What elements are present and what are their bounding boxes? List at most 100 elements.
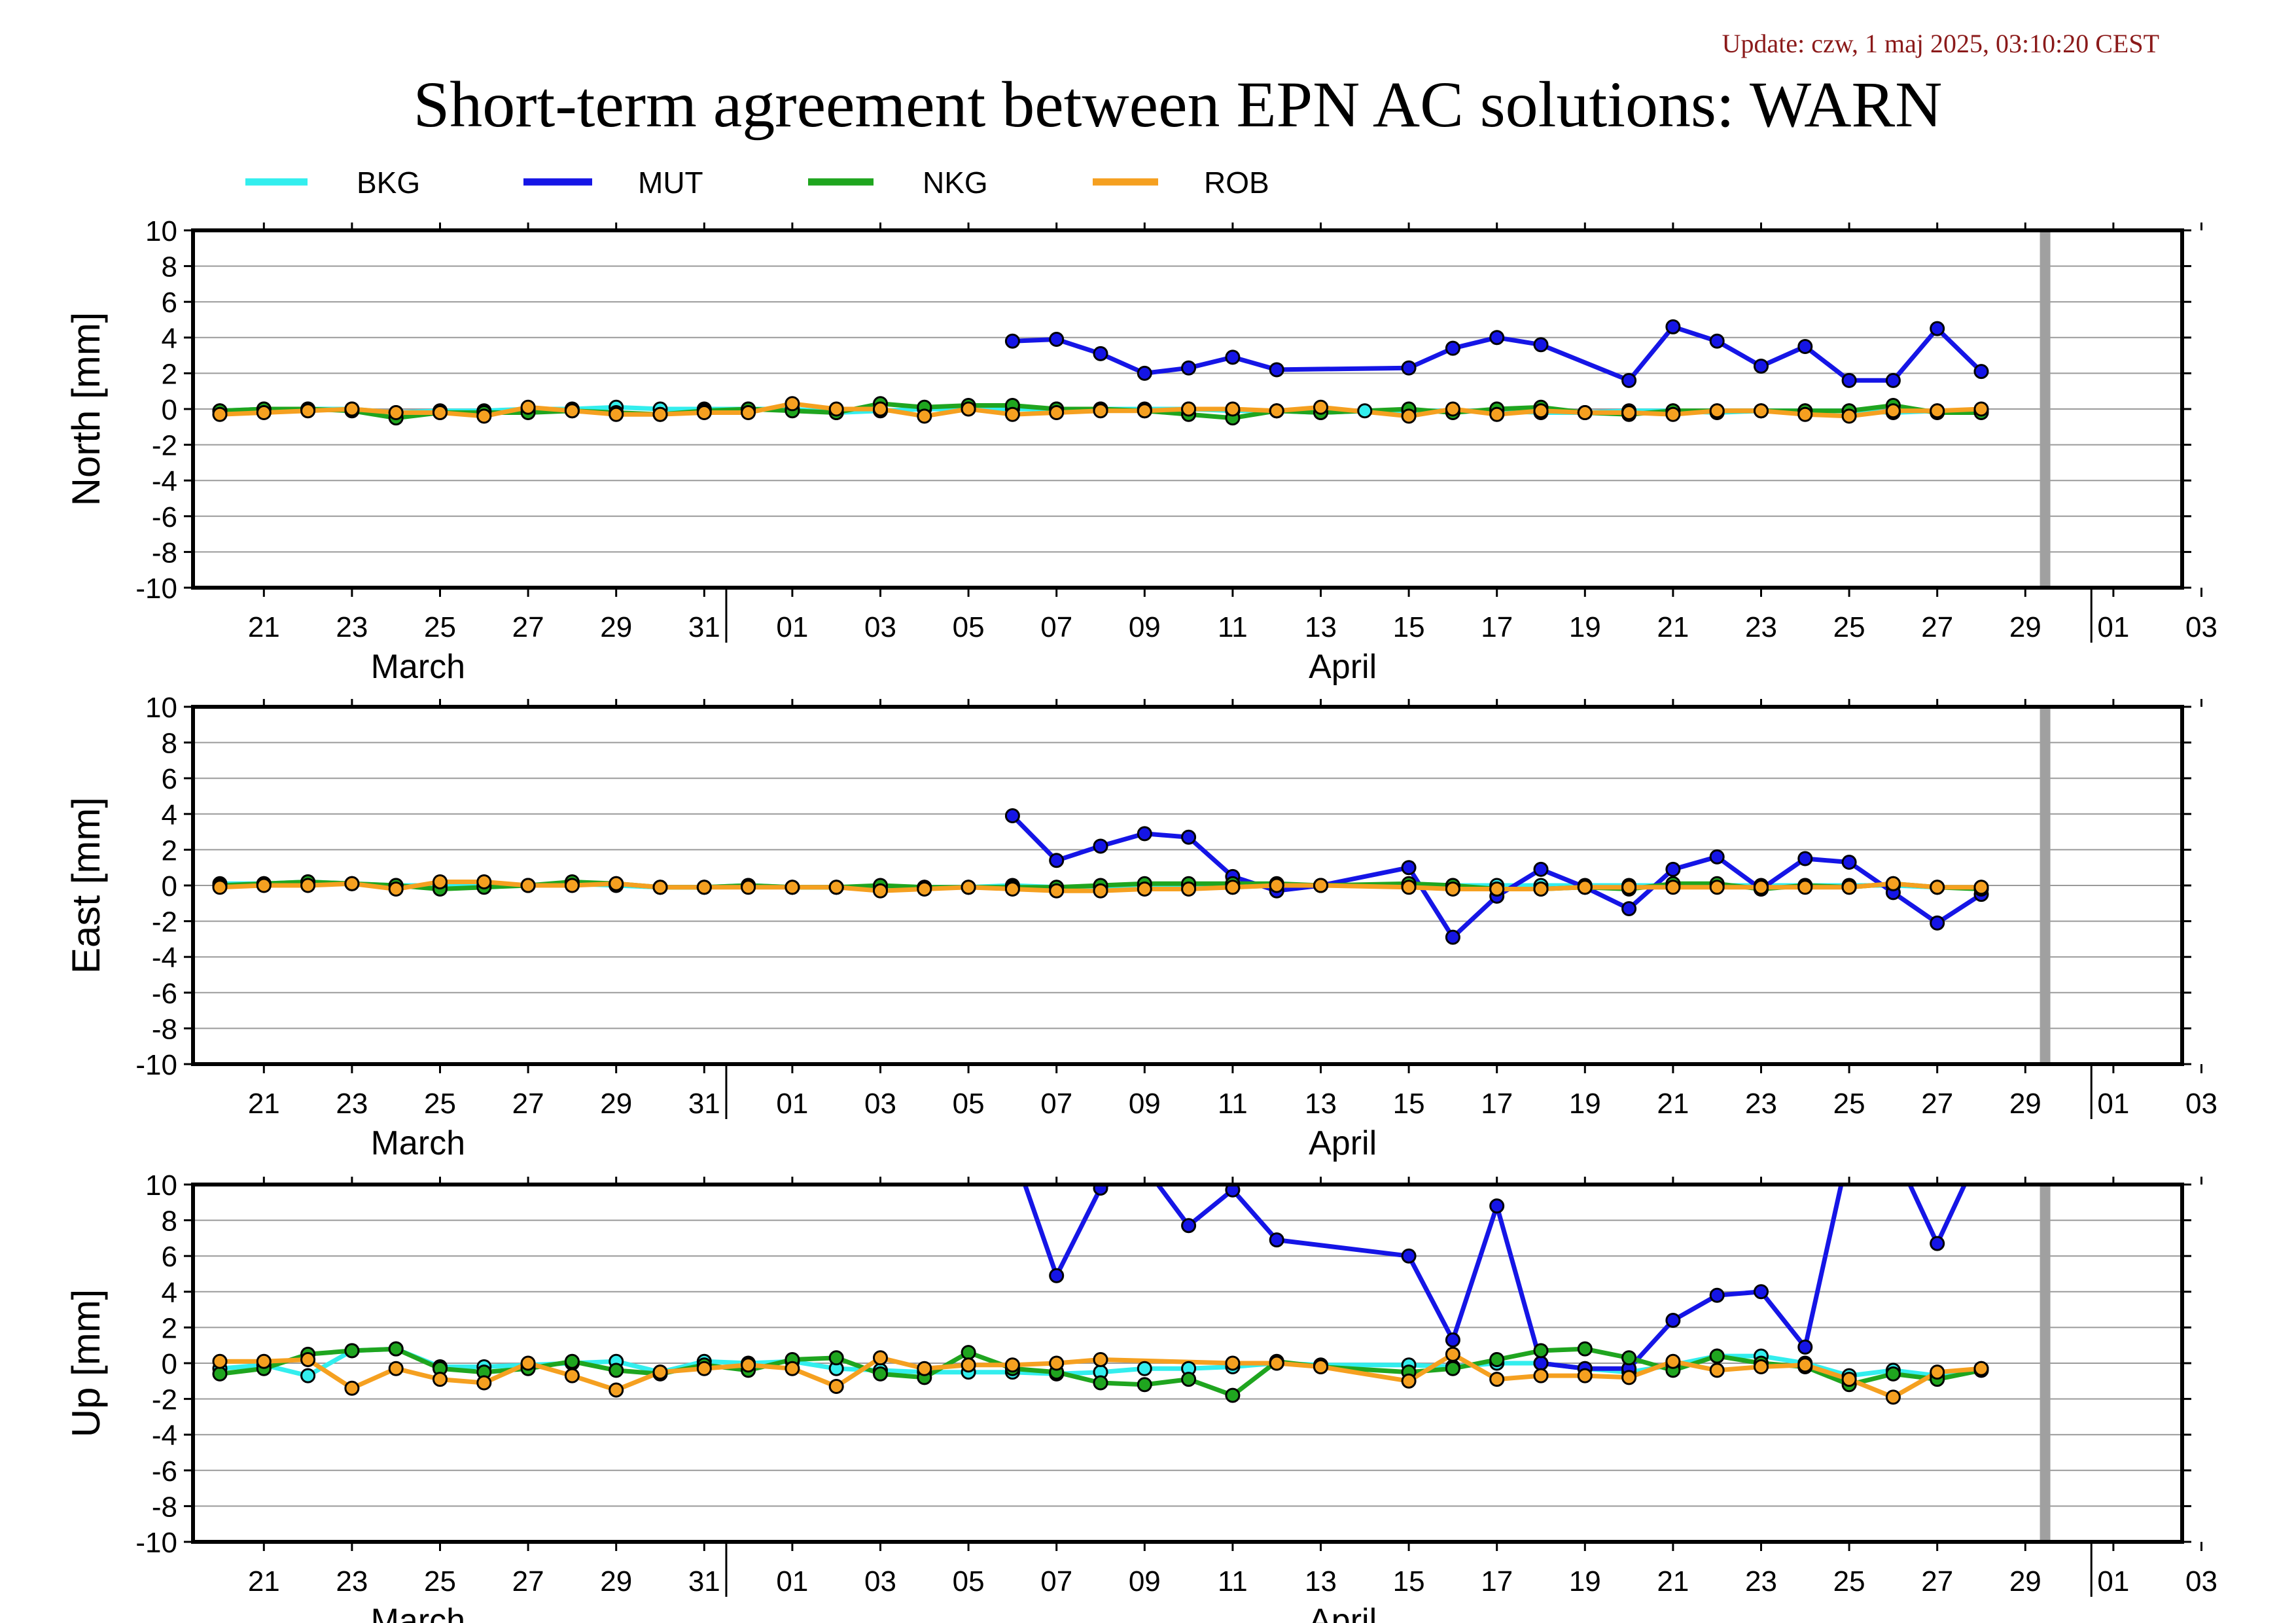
y-tick-label: 4 [162,799,177,831]
x-tick-label: 25 [1833,1565,1865,1597]
plot-frame [191,1183,2184,1544]
data-point-rob [1754,1359,1769,1374]
data-point-rob [1930,880,1945,895]
x-tick-label: 05 [953,611,985,643]
data-point-rob [961,880,976,895]
y-tick-label: 10 [145,215,177,247]
x-tick-label: 15 [1393,611,1425,643]
x-tick-label: 01 [2097,1088,2129,1120]
data-point-mut [1181,360,1197,376]
y-axis-label: East [mm] [64,797,108,974]
y-tick-label: 8 [162,728,177,760]
x-tick-label: 17 [1481,611,1513,643]
data-point-mut [1401,360,1417,376]
data-point-mut [1709,1287,1725,1303]
data-point-mut [1137,365,1152,381]
x-tick-label: 27 [1921,611,1953,643]
x-tick-label: 31 [688,1088,720,1120]
data-point-rob [344,1380,360,1396]
data-point-rob [433,404,448,420]
x-tick-label: 15 [1393,1565,1425,1597]
legend-label-rob: ROB [1204,166,1269,200]
data-point-rob [1004,881,1020,897]
data-point-rob [344,876,360,891]
y-tick-label: 2 [162,1312,177,1344]
y-tick-label: 10 [145,1169,177,1202]
data-point-rob [256,878,272,893]
y-tick-label: -8 [152,1013,177,1045]
data-point-rob [212,1353,228,1369]
data-point-mut [1004,808,1020,824]
data-point-rob [1665,406,1681,422]
data-point-mut [1269,362,1284,378]
data-point-nkg [1093,1375,1108,1391]
data-point-rob [1049,883,1065,899]
data-point-mut [1930,1236,1945,1251]
x-tick-label: 25 [1833,1088,1865,1120]
y-axis-label: North [mm] [64,312,108,507]
plot-area [212,1185,1989,1405]
plot-frame [191,705,2184,1066]
data-point-rob [1313,399,1328,415]
x-tick-label: 11 [1218,1565,1248,1597]
data-point-rob [344,401,360,417]
x-tick-label: 03 [2185,611,2217,643]
data-point-rob [1973,1361,1989,1376]
y-tick-label: 6 [162,763,177,795]
data-point-rob [1093,1352,1108,1368]
data-point-rob [1313,1359,1328,1374]
x-tick-label: 11 [1218,1088,1248,1120]
y-tick-label: 6 [162,1241,177,1273]
x-tick-label: 29 [600,1088,632,1120]
data-point-rob [1049,404,1065,420]
data-point-rob [476,408,492,424]
x-tick-label: 23 [1745,1565,1777,1597]
data-point-rob [1137,881,1152,897]
data-point-mut [1930,915,1945,931]
data-point-rob [1797,406,1813,422]
plot-area [212,808,1989,945]
data-point-mut [1797,338,1813,354]
data-point-rob [741,880,756,895]
data-point-rob [1930,403,1945,419]
data-point-rob [696,880,712,895]
data-point-nkg [1533,1343,1549,1359]
x-tick-label: 29 [600,1565,632,1597]
data-point-rob [828,1378,844,1394]
data-point-rob [520,878,536,893]
data-point-rob [1313,878,1328,893]
y-tick-label: -4 [152,1419,177,1452]
x-tick-label: 09 [1129,611,1161,643]
x-tick-label: 25 [1833,611,1865,643]
data-point-rob [1973,401,1989,417]
month-label: March [371,1602,465,1623]
x-tick-label: 09 [1129,1088,1161,1120]
panel-east: 10 86 42 0 -2 -4 -6-8 -10 21 23 25 27 29 31 01 03 05 07 09… [64,692,2217,1162]
data-point-rob [1665,1353,1681,1369]
panel-north: 10 8 6 42 0 -2-4 -6 -8 -10 21 23 25 27 29 31 01 03 05 07 09… [64,215,2217,686]
data-point-rob [652,880,668,895]
x-tick-label: 01 [776,1565,808,1597]
data-point-rob [256,404,272,420]
x-tick-label: 03 [2185,1088,2217,1120]
data-point-rob [1577,1368,1593,1383]
data-point-rob [1665,880,1681,895]
y-tick-label: 0 [162,1348,177,1380]
chart-title: Short-term agreement between EPN AC solu… [414,68,1943,141]
y-tick-label: -8 [152,537,177,569]
data-point-rob [1489,1372,1505,1387]
data-point-mut [1621,372,1637,388]
data-point-mut [1841,372,1857,388]
x-tick-label: 23 [1745,611,1777,643]
data-point-nkg [828,1350,844,1366]
data-point-bkg [300,1368,316,1383]
x-tick-label: 29 [2009,1565,2041,1597]
x-tick-label: 07 [1040,1088,1072,1120]
x-tick-label: 23 [336,611,368,643]
x-tick-label: 19 [1569,1565,1601,1597]
x-tick-label: 13 [1305,611,1337,643]
series-line-mut [1010,814,1983,940]
y-tick-label: -2 [152,906,177,938]
y-tick-label: -6 [152,501,177,533]
